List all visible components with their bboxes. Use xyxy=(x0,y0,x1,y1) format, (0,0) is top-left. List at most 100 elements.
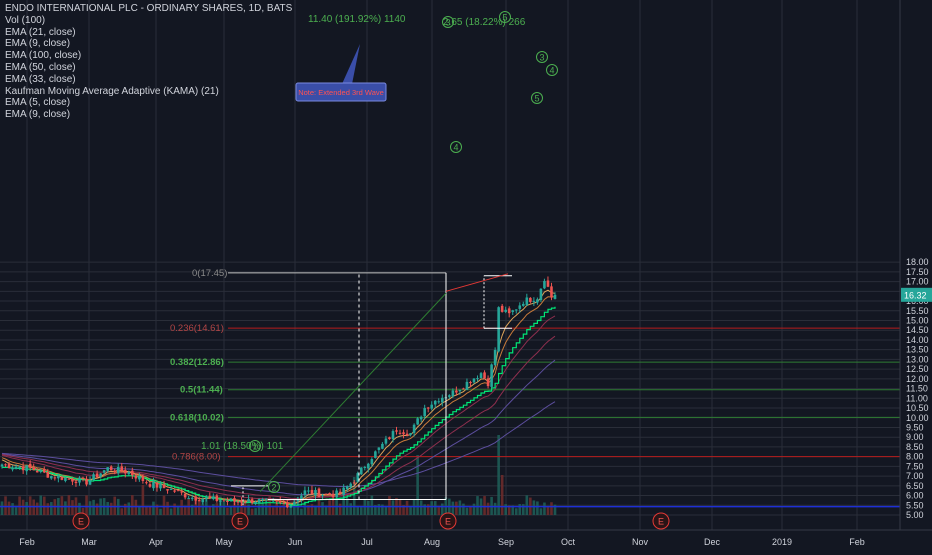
symbol-title[interactable]: ENDO INTERNATIONAL PLC - ORDINARY SHARES… xyxy=(5,3,293,14)
candle-body xyxy=(416,418,419,425)
ema-33-line xyxy=(1,335,556,500)
y-tick-label: 15.00 xyxy=(906,316,929,326)
y-tick-label: 17.00 xyxy=(906,277,929,287)
volume-bar xyxy=(28,496,32,515)
volume-bar xyxy=(486,502,490,515)
candle-body xyxy=(430,404,434,409)
candle-body xyxy=(476,378,479,380)
candle-body xyxy=(293,502,296,506)
volume-bar xyxy=(374,505,377,515)
candle-body xyxy=(99,473,102,477)
channel-line xyxy=(445,273,509,292)
earnings-marker[interactable] xyxy=(652,512,670,530)
volume-bar xyxy=(521,504,525,515)
candle-body xyxy=(215,495,219,501)
candle-body xyxy=(39,470,43,473)
volume-bar xyxy=(243,501,247,515)
indicator-ema-100[interactable]: EMA (100, close) xyxy=(5,50,82,62)
volume-bar xyxy=(469,507,472,515)
candle-body xyxy=(278,500,282,503)
wave-label: 4 xyxy=(453,143,458,153)
volume-bar xyxy=(64,501,67,515)
note-box[interactable] xyxy=(295,82,387,102)
volume-bar xyxy=(370,495,374,515)
volume-bar xyxy=(208,506,212,515)
candle-body xyxy=(437,401,441,403)
volume-bar xyxy=(240,503,243,515)
volume-bar xyxy=(50,502,53,515)
candle-body xyxy=(356,473,360,482)
candle-body xyxy=(155,482,159,488)
candle-body xyxy=(388,437,391,440)
candle-body xyxy=(219,500,222,502)
candle-body xyxy=(532,301,536,303)
volume-bar xyxy=(95,503,99,515)
candle-body xyxy=(370,459,374,465)
time-axis[interactable] xyxy=(0,530,932,550)
y-tick-label: 9.50 xyxy=(906,422,924,432)
earnings-marker[interactable] xyxy=(72,512,90,530)
candle-body xyxy=(120,466,124,472)
indicator-ema-5[interactable]: EMA (5, close) xyxy=(5,97,71,109)
candle-body xyxy=(518,305,522,309)
candle-body xyxy=(423,408,426,417)
volume-bar xyxy=(219,496,222,515)
volume-bar xyxy=(328,500,331,515)
volume-bar xyxy=(25,502,28,515)
candle-body xyxy=(405,433,409,436)
volume-bar xyxy=(493,502,497,515)
candle-body xyxy=(507,308,511,314)
candle-body xyxy=(197,500,201,502)
x-tick-label: Oct xyxy=(561,537,576,547)
candle-body xyxy=(500,305,504,312)
y-tick-label: 13.50 xyxy=(906,345,929,355)
indicator-ema-9b[interactable]: EMA (9, close) xyxy=(5,109,71,121)
indicator-kama[interactable]: Kaufman Moving Average Adaptive (KAMA) (… xyxy=(5,85,219,97)
y-tick-label: 12.00 xyxy=(906,374,929,384)
candle-body xyxy=(289,505,293,508)
volume-bar xyxy=(303,501,307,515)
candle-body xyxy=(317,488,321,497)
candle-body xyxy=(296,499,300,502)
candle-body xyxy=(275,500,279,502)
volume-bar xyxy=(67,495,71,515)
candle-body xyxy=(226,500,229,502)
indicator-vol[interactable]: Vol (100) xyxy=(5,14,46,26)
price-axis[interactable] xyxy=(900,0,932,550)
volume-bar xyxy=(159,508,162,515)
candle-body xyxy=(127,471,131,475)
last-price-label: 16.32 xyxy=(904,290,927,300)
candle-body xyxy=(342,487,345,495)
indicator-ema-9[interactable]: EMA (9, close) xyxy=(5,38,71,50)
volume-bar xyxy=(405,500,409,515)
candle-body xyxy=(148,484,152,487)
earnings-label: E xyxy=(78,517,84,527)
volume-bar xyxy=(416,455,419,515)
volume-bar xyxy=(465,507,469,515)
volume-bar xyxy=(476,496,479,515)
y-tick-label: 18.00 xyxy=(906,257,929,267)
volume-bar xyxy=(169,508,173,515)
indicator-ema-21[interactable]: EMA (21, close) xyxy=(5,26,76,38)
volume-bar xyxy=(247,504,250,515)
y-tick-label: 14.00 xyxy=(906,335,929,345)
candle-body xyxy=(64,477,67,481)
volume-bar xyxy=(254,508,257,515)
earnings-marker[interactable] xyxy=(231,512,249,530)
candle-body xyxy=(261,498,264,501)
indicator-ema-33[interactable]: EMA (33, close) xyxy=(5,73,76,85)
wave-label: 4 xyxy=(549,66,554,76)
volume-bar xyxy=(462,503,465,515)
indicator-legend: ENDO INTERNATIONAL PLC - ORDINARY SHARES… xyxy=(5,3,292,121)
volume-bar xyxy=(14,507,18,515)
volume-bar xyxy=(166,501,169,515)
volume-bar xyxy=(286,508,289,515)
earnings-label: E xyxy=(237,517,243,527)
earnings-marker[interactable] xyxy=(439,512,457,530)
candle-body xyxy=(78,477,81,483)
indicator-ema-50[interactable]: EMA (50, close) xyxy=(5,61,76,73)
volume-bar xyxy=(388,496,391,515)
candle-body xyxy=(553,294,557,299)
